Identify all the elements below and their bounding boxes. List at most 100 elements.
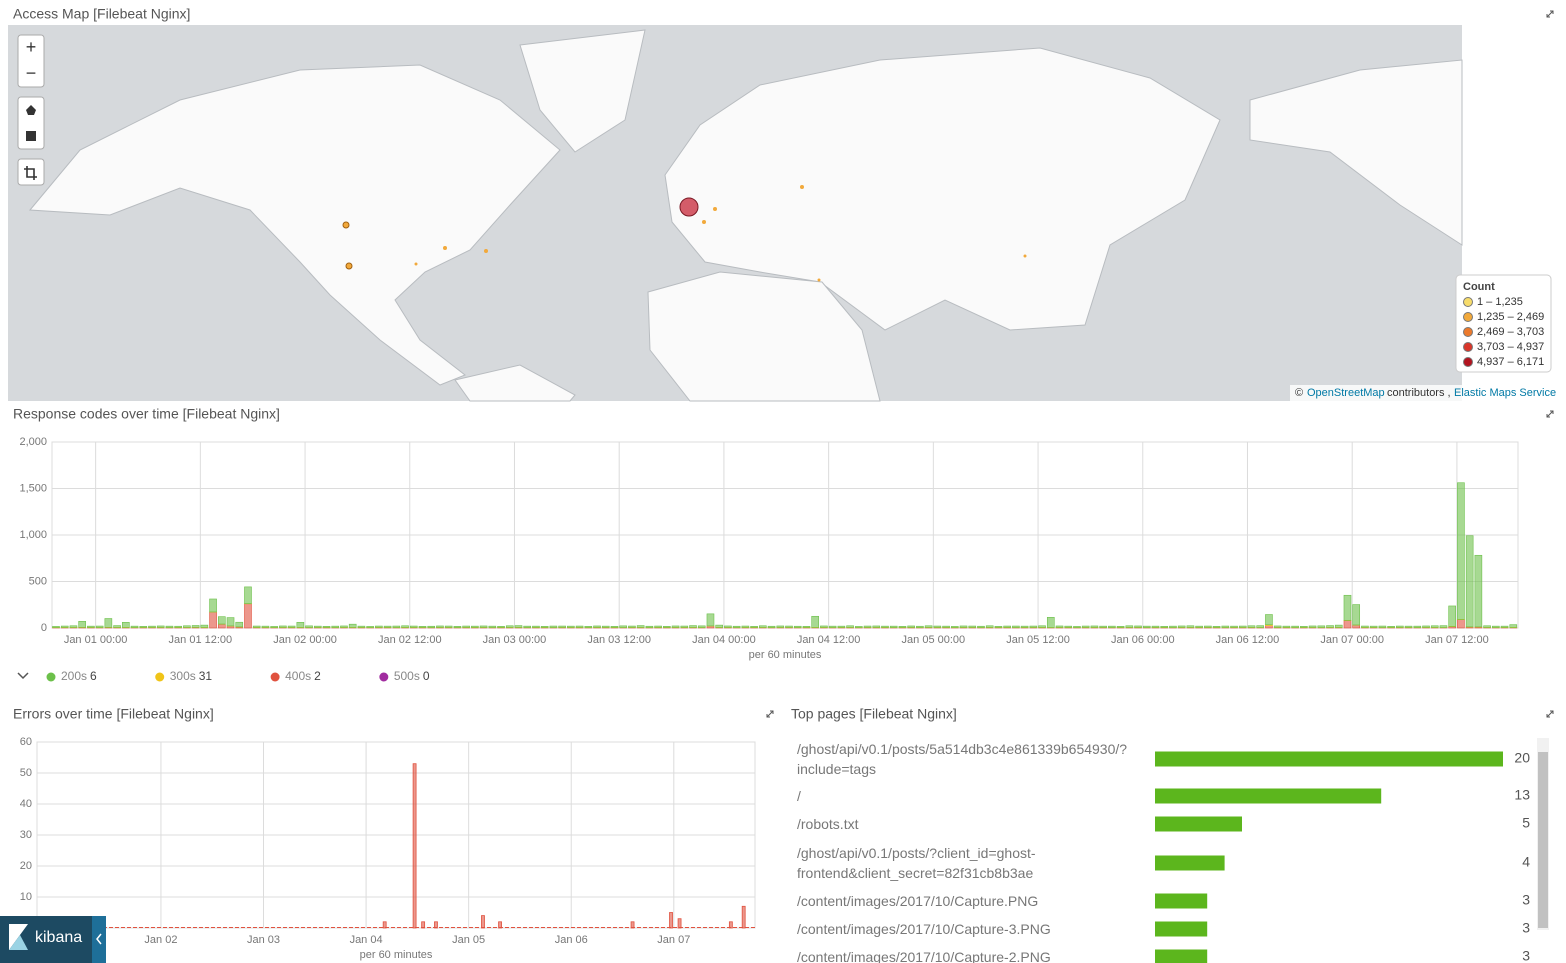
bar-segment <box>750 626 758 628</box>
y-tick-label: 50 <box>20 767 32 779</box>
bar-segment <box>1046 617 1055 628</box>
bar-segment <box>663 626 671 628</box>
expand-button[interactable] <box>1546 710 1554 718</box>
bar-segment <box>1387 626 1395 628</box>
legend-count: 0 <box>423 669 430 683</box>
bar-segment <box>898 626 907 628</box>
zoom-in-button[interactable]: + <box>26 37 37 57</box>
bar-segment <box>1099 625 1107 628</box>
legend-label: 1 – 1,235 <box>1477 296 1523 308</box>
bar-segment <box>148 625 156 628</box>
bar-segment <box>226 617 235 627</box>
x-tick-label: Jan 07 <box>657 934 690 946</box>
page-path: /robots.txt <box>797 816 859 832</box>
bar-segment <box>575 625 584 628</box>
bar-segment <box>383 625 392 628</box>
y-tick-label: 30 <box>20 829 32 841</box>
bar-segment <box>889 625 898 628</box>
bar-segment <box>1221 625 1230 628</box>
scrollbar-thumb[interactable] <box>1538 752 1548 928</box>
bar-segment <box>340 625 348 628</box>
bar-segment <box>1247 625 1256 628</box>
bar-segment <box>628 625 636 628</box>
page-path: / <box>797 788 801 804</box>
panel-title: Access Map [Filebeat Nginx] <box>13 6 190 22</box>
bar-segment <box>1396 625 1404 628</box>
attribution-osm-link[interactable]: OpenStreetMap <box>1307 387 1385 399</box>
y-tick-label: 10 <box>20 891 32 903</box>
bar-segment <box>209 611 217 629</box>
bar-segment <box>174 625 182 628</box>
bar-segment <box>348 623 357 628</box>
bar-segment <box>1160 626 1169 628</box>
bar-segment <box>488 625 497 628</box>
legend-label: 500s <box>394 669 420 683</box>
bar-segment <box>401 625 409 628</box>
bar-segment <box>933 625 942 628</box>
value-label: 3 <box>1522 920 1530 936</box>
bar-segment <box>715 624 723 628</box>
bar-segment <box>1326 625 1334 628</box>
bar-segment <box>375 625 383 628</box>
bar-segment <box>1108 625 1116 628</box>
x-tick-label: Jan 05 00:00 <box>902 634 966 646</box>
bar-segment <box>200 624 209 628</box>
draw-polygon-button[interactable] <box>26 105 36 115</box>
bar-segment <box>122 622 130 628</box>
bar-segment <box>479 625 488 628</box>
map[interactable]: + − Count 1 – 1,235 1,235 – 2,469 2,469 – … <box>8 25 1562 402</box>
value-label: 13 <box>1514 787 1530 803</box>
bar-segment <box>1020 625 1029 628</box>
bar-segment <box>680 625 689 628</box>
page-path: /ghost/api/v0.1/posts/5a514db3c4e861339b… <box>797 741 1128 777</box>
legend-swatch <box>379 672 389 682</box>
bar-segment <box>217 616 226 625</box>
expand-button[interactable] <box>1546 410 1554 418</box>
legend-swatch <box>1463 312 1473 322</box>
bar-segment <box>113 625 121 628</box>
legend-toggle[interactable] <box>17 672 29 680</box>
bar-segment <box>60 625 69 628</box>
bar-segment <box>1361 625 1369 628</box>
expand-button[interactable] <box>1546 10 1554 18</box>
bar <box>741 905 746 929</box>
legend-label: 4,937 – 6,171 <box>1477 356 1544 368</box>
logo-mark <box>9 935 28 950</box>
value-label: 4 <box>1522 854 1530 870</box>
bar <box>630 921 635 929</box>
zoom-out-button[interactable]: − <box>26 63 37 83</box>
expand-button[interactable] <box>766 710 774 718</box>
x-axis-label: per 60 minutes <box>360 949 433 961</box>
legend-label: 300s <box>170 669 196 683</box>
bar-segment <box>1212 626 1221 628</box>
bar-segment <box>540 626 549 628</box>
legend-label: 200s <box>61 669 87 683</box>
bar <box>669 912 673 929</box>
panel-title: Response codes over time [Filebeat Nginx… <box>13 406 280 422</box>
bar-segment <box>418 626 427 628</box>
fit-bounds-button[interactable] <box>17 158 45 186</box>
x-tick-label: Jan 05 <box>452 934 485 946</box>
x-tick-label: Jan 02 00:00 <box>273 634 337 646</box>
bar <box>1155 949 1208 963</box>
bar-segment <box>846 625 854 628</box>
x-tick-label: Jan 04 12:00 <box>797 634 861 646</box>
bar-segment <box>942 625 950 628</box>
attribution-text: contributors , <box>1387 387 1451 399</box>
x-tick-label: Jan 06 <box>555 934 588 946</box>
legend-label: 3,703 – 4,937 <box>1477 341 1544 353</box>
collapse-nav[interactable] <box>92 916 106 963</box>
bar-segment <box>104 618 113 628</box>
bar-segment <box>828 625 837 628</box>
map-legend <box>1455 274 1552 373</box>
bar-segment <box>1064 625 1073 628</box>
attribution-ems-link[interactable]: Elastic Maps Service <box>1454 387 1556 399</box>
bar-segment <box>1457 482 1465 620</box>
bar-segment <box>409 625 418 628</box>
legend-count: 6 <box>90 669 97 683</box>
bar-segment <box>156 625 165 628</box>
bar-segment <box>87 625 95 628</box>
bar-segment <box>968 625 977 628</box>
draw-rectangle-button[interactable] <box>26 131 36 141</box>
